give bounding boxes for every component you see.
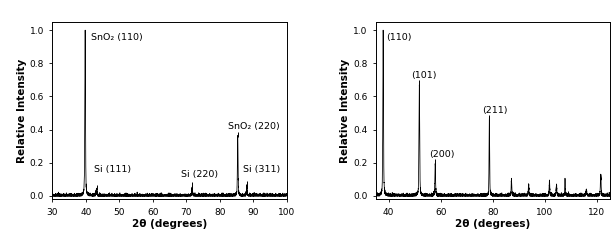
Text: (211): (211) [482, 106, 508, 115]
X-axis label: 2θ (degrees): 2θ (degrees) [132, 219, 207, 229]
Y-axis label: Relative Intensity: Relative Intensity [17, 58, 27, 163]
Text: SnO₂ (110): SnO₂ (110) [91, 33, 142, 42]
Text: (200): (200) [429, 150, 455, 159]
Y-axis label: Relative Intensity: Relative Intensity [340, 58, 350, 163]
Text: SnO₂ (220): SnO₂ (220) [228, 122, 280, 131]
Text: (110): (110) [386, 33, 412, 42]
Text: (101): (101) [411, 71, 436, 80]
Text: Si (220): Si (220) [181, 170, 218, 179]
Text: Si (111): Si (111) [94, 165, 131, 174]
Text: Si (311): Si (311) [243, 165, 280, 174]
X-axis label: 2θ (degrees): 2θ (degrees) [455, 219, 530, 229]
